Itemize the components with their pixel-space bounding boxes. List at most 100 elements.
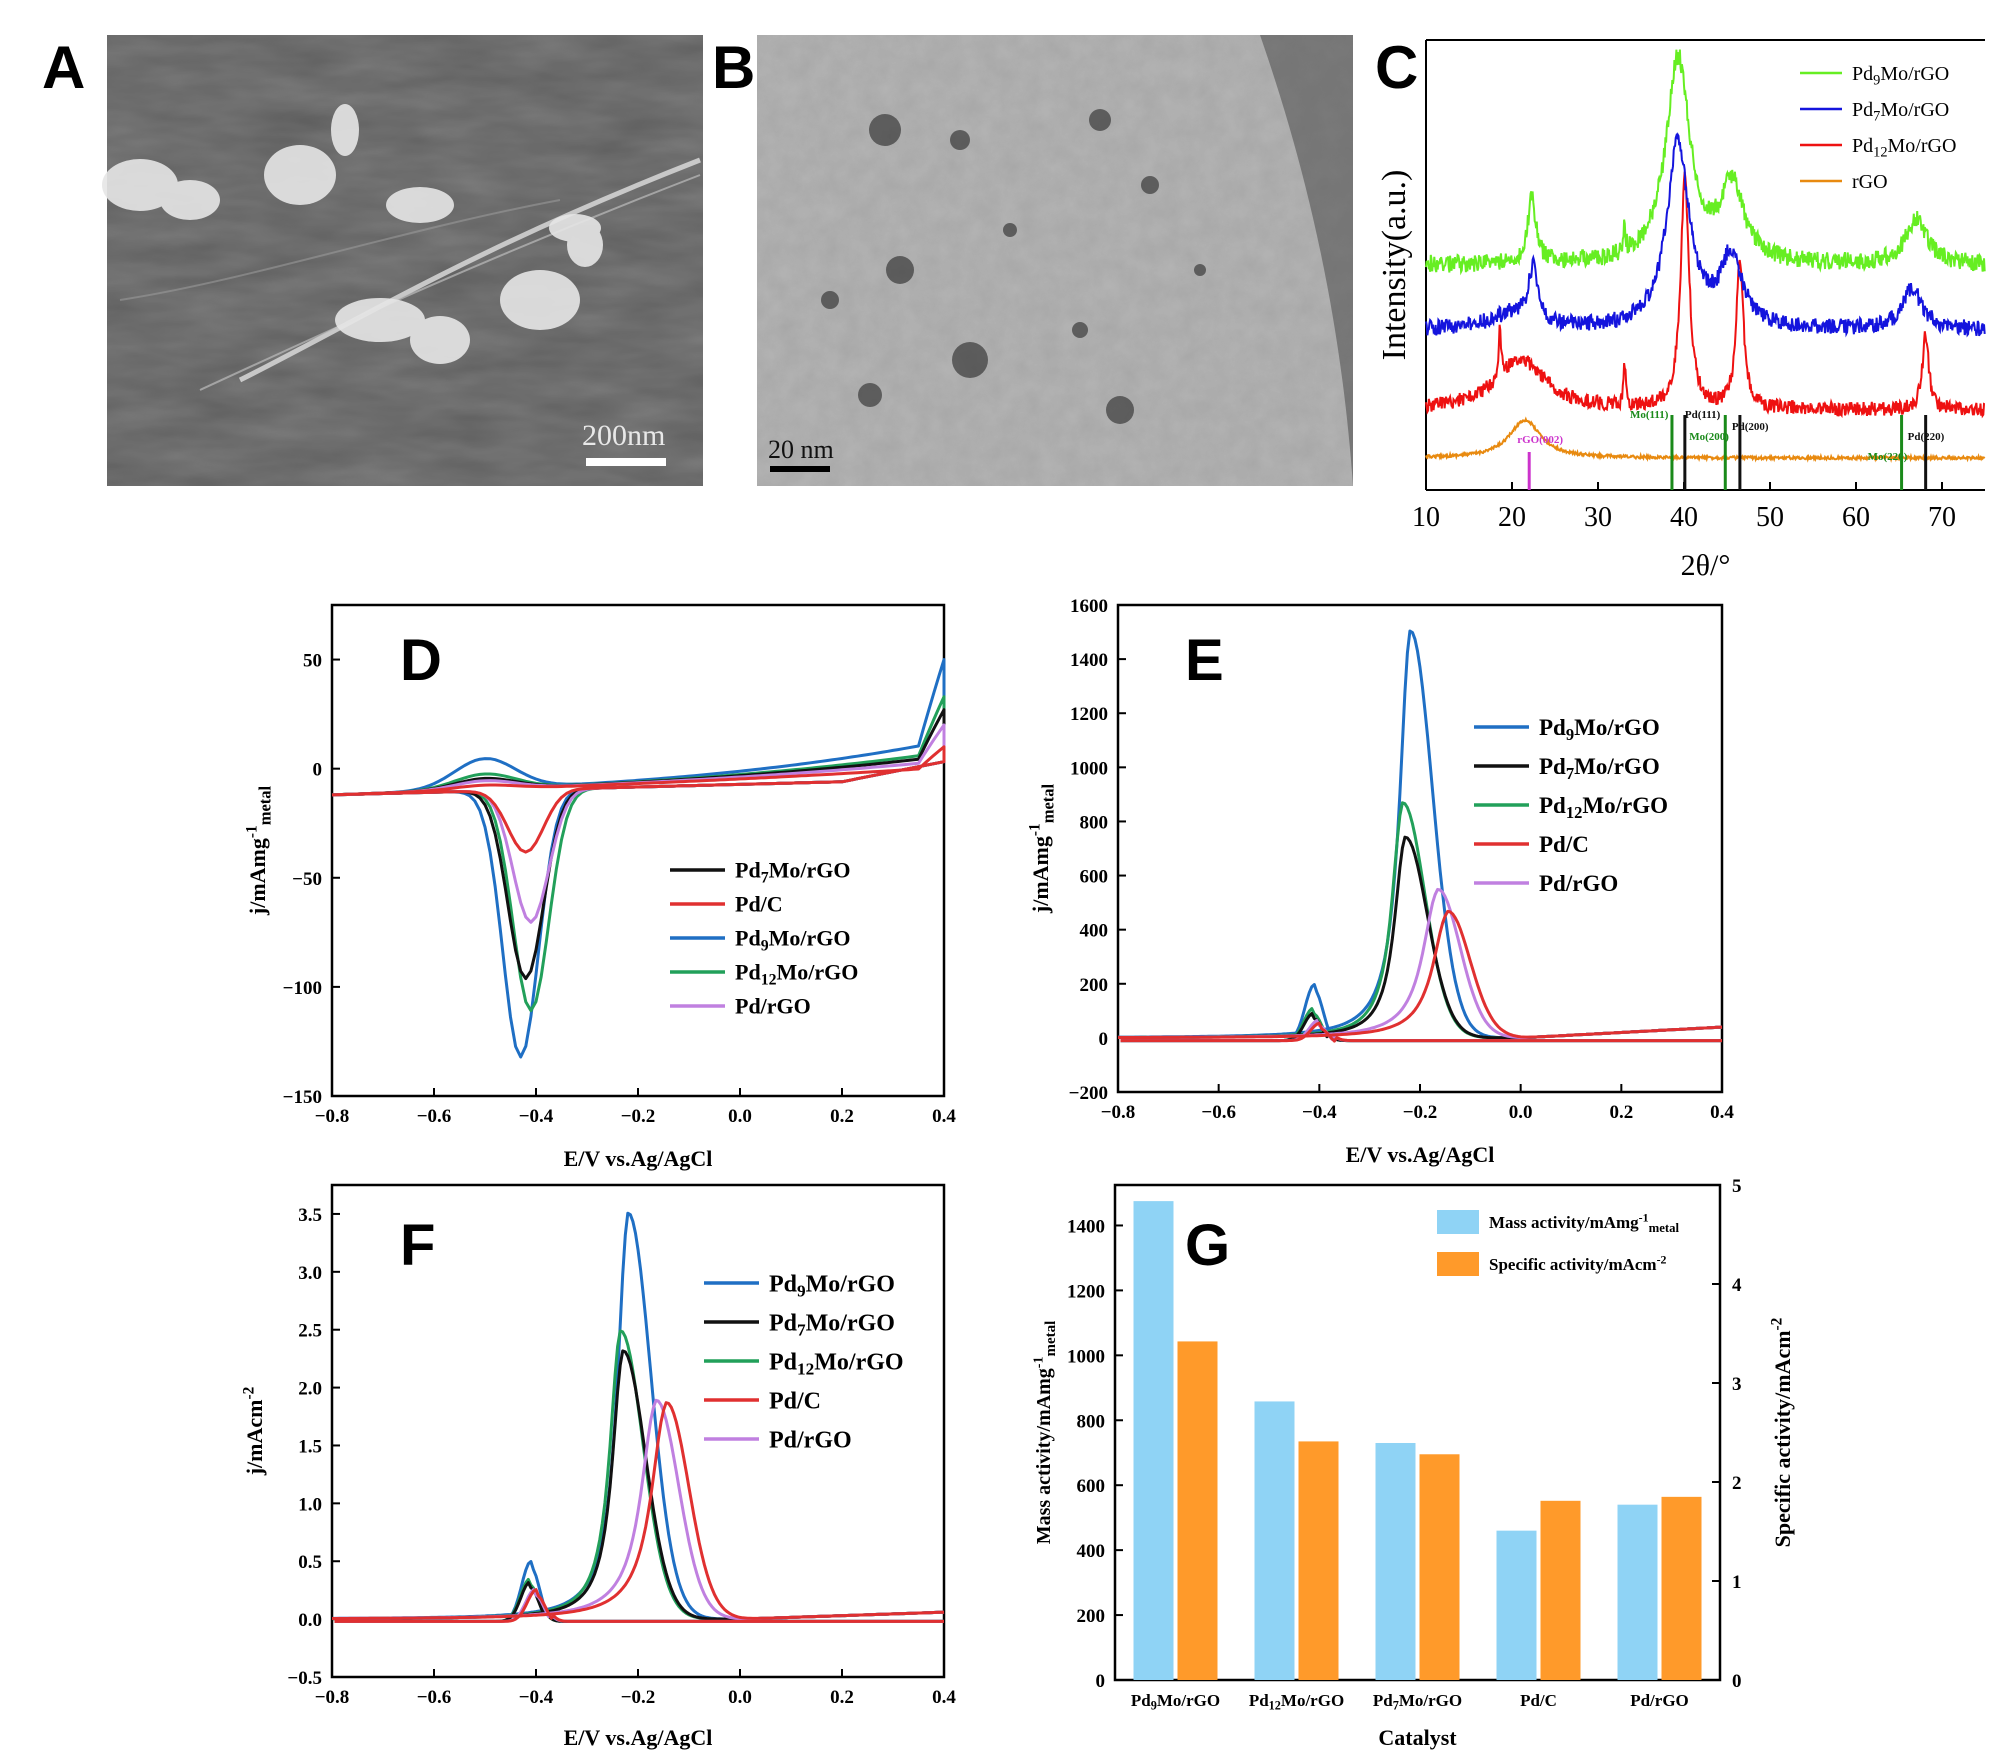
y-axis-label-D: j/mAmg-1metal [244,785,275,916]
y2-tick-label-g: 1 [1732,1572,1742,1593]
x-tick-label-E: 0.2 [1609,1102,1633,1123]
y-tick-label-F: 1.5 [298,1436,322,1457]
x-category-label-g: Pd7Mo/rGO [1373,1691,1462,1713]
xrd-reference-label: Mo(111) [1630,409,1669,421]
y2-tick-label-g: 4 [1732,1275,1742,1296]
bar-specific-activity [1177,1341,1218,1680]
g-legend-swatch [1437,1210,1479,1234]
panel-letter-f: F [400,1213,435,1278]
y-tick-label-D: −50 [292,869,322,890]
bar-mass-activity [1254,1401,1295,1680]
y-tick-label-E: 600 [1080,867,1109,888]
x-tick-label-c: 60 [1842,502,1870,533]
y-tick-label-E: 1000 [1070,758,1108,779]
bar-specific-activity [1298,1441,1339,1680]
y-tick-label-g: 200 [1077,1606,1106,1627]
y2-tick-label-g: 5 [1732,1176,1742,1197]
x-tick-label-D: −0.4 [519,1106,554,1127]
xrd-reference-label: Pd(111) [1685,409,1721,421]
x-tick-label-D: −0.2 [621,1106,656,1127]
xrd-trace [1425,171,1986,419]
e-legend-label: Pd/rGO [1539,871,1618,896]
f-legend-label: Pd12Mo/rGO [769,1349,904,1378]
cv-forward-F [332,1398,945,1621]
cv-forward-E [1118,909,1723,1039]
cv-backward-E [1120,1021,1722,1043]
f-legend-label: Pd/C [769,1388,821,1414]
x-tick-label-E: −0.4 [1302,1102,1337,1123]
bar-specific-activity [1661,1496,1702,1680]
y2-tick-label-g: 0 [1732,1671,1742,1692]
xrd-trace [1425,132,1986,338]
f-legend-label: Pd9Mo/rGO [769,1271,895,1300]
bar-mass-activity [1496,1530,1537,1680]
panel-b: B 20 nm [712,34,1353,486]
sem-image: 200nm [102,35,703,486]
y-tick-label-E: 800 [1080,812,1109,833]
scale-bar-label-a: 200nm [582,419,665,452]
e-legend-label: Pd9Mo/rGO [1539,715,1660,744]
d-legend-label: Pd/C [735,892,783,917]
xrd-reference-label: Pd(200) [1732,421,1769,433]
x-category-label-g: Pd/rGO [1630,1691,1689,1710]
panel-g: 0 200 400 600 800 1000 1200 1400 0 1 2 3 4 5 Pd9Mo/rGO… [1031,1176,1795,1750]
y-tick-label-g: 600 [1077,1476,1106,1497]
y-tick-label-E: 1600 [1070,596,1108,617]
d-legend-label: Pd7Mo/rGO [735,858,850,887]
y-tick-label-g: 800 [1077,1411,1106,1432]
x-tick-label-F: 0.4 [932,1687,956,1708]
x-tick-label-c: 50 [1756,502,1784,533]
panel-f: −0.8 −0.6 −0.4 −0.2 0.0 0.2 0.4 −0.5 0.0 0.5 1.0 1.… [241,1183,956,1750]
y-tick-label-F: 3.0 [298,1263,322,1284]
cv-forward-F [332,1349,945,1621]
y-tick-label-E: 200 [1080,975,1109,996]
c-legend-label: rGO [1852,171,1888,193]
d-legend-label: Pd/rGO [735,994,811,1019]
bar-specific-activity [1419,1454,1460,1680]
x-tick-label-F: −0.4 [519,1687,554,1708]
x-tick-label-E: 0.0 [1509,1102,1533,1123]
plot-frame-g [1113,1183,1722,1682]
xrd-trace [1425,49,1986,276]
y-tick-label-D: 50 [303,651,322,672]
panel-a: A 200nm [42,34,703,486]
x-category-label-g: Pd12Mo/rGO [1249,1691,1344,1713]
cv-backward-F [334,1560,944,1623]
cv-curve-d [331,658,946,1059]
panel-d: −0.8 −0.6 −0.4 −0.2 0.0 0.2 0.4 −150 −100 −50 0 50 E… [244,603,956,1171]
y-tick-label-D: −100 [283,978,322,999]
x-tick-label-D: 0.0 [728,1106,752,1127]
cv-forward-E [1118,887,1723,1040]
xrd-reference-label: rGO(002) [1517,434,1563,446]
x-axis-label-F: E/V vs.Ag/AgCl [564,1725,713,1750]
y-axis-label-E: j/mAmg-1metal [1027,783,1058,914]
y-axis-label-c: Intensity(a.u.) [1376,170,1413,361]
x-tick-label-D: −0.8 [315,1106,350,1127]
x-axis-label-g: Catalyst [1378,1725,1457,1750]
xrd-reference-label: Mo(220) [1868,451,1908,463]
panel-letter-b: B [712,34,755,101]
x-tick-label-E: 0.4 [1710,1102,1734,1123]
x-tick-label-c: 30 [1584,502,1612,533]
x-tick-label-F: 0.2 [830,1687,854,1708]
x-tick-label-F: −0.8 [315,1687,350,1708]
x-axis-label-D: E/V vs.Ag/AgCl [564,1146,713,1171]
scale-bar-b [770,466,830,472]
panel-e: −0.8 −0.6 −0.4 −0.2 0.0 0.2 0.4 −200 0 200 400 600 8… [1027,596,1735,1167]
panel-letter-e: E [1185,628,1224,693]
x-tick-label-F: 0.0 [728,1687,752,1708]
bar-mass-activity [1133,1201,1174,1680]
x-tick-label-D: 0.2 [830,1106,854,1127]
y-axis-label-g: Mass activity/mAmg-1metal [1031,1321,1058,1545]
y2-axis-label-g: Specific activity/mAcm-2 [1769,1317,1795,1547]
d-legend-label: Pd12Mo/rGO [735,960,858,989]
cv-curve-d [331,708,946,981]
cv-curve-d [331,723,946,924]
f-legend-label: Pd/rGO [769,1427,852,1453]
y2-tick-label-g: 3 [1732,1374,1742,1395]
x-axis-label-E: E/V vs.Ag/AgCl [1346,1142,1495,1167]
bar-mass-activity [1617,1504,1658,1680]
xrd-reference-label: Mo(200) [1689,431,1729,443]
panel-letter-c: C [1375,34,1418,101]
